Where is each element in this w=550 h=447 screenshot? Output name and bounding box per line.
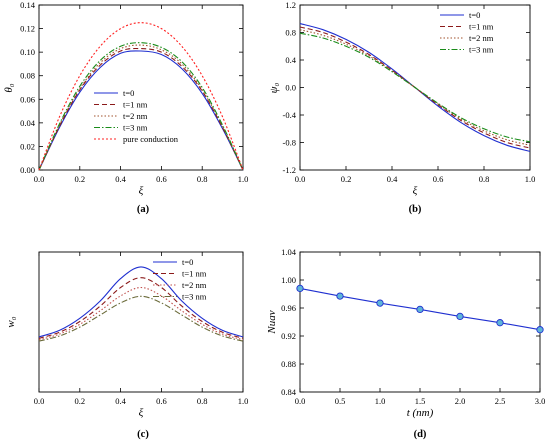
y-tick-label: 0.0	[285, 83, 296, 93]
panel-label: (a)	[137, 204, 150, 215]
legend-label: t=2 nm	[469, 33, 494, 43]
data-point	[416, 305, 424, 314]
x-tick-label: 0.0	[295, 174, 306, 184]
plot-frame	[299, 251, 541, 393]
y-tick-label: 0.04	[20, 118, 36, 128]
legend-label: t=0	[123, 88, 134, 98]
series-line-1	[38, 50, 244, 171]
x-tick-label: 0.6	[156, 174, 167, 184]
series-line-2	[38, 277, 244, 339]
y-tick-label: 0.4	[285, 55, 296, 65]
chart-panel-2: 0.0 0.2 0.4 0.6 0.8 1.0 -1.2 -0.8 -0.4 0.0 0.4 0.8 1…	[268, 0, 535, 215]
x-tick-label: 1.0	[375, 396, 386, 406]
plot-frame	[38, 251, 244, 393]
legend-label: t=0	[182, 257, 193, 267]
legend-label: t=2 nm	[123, 111, 148, 121]
y-tick-label: -0.4	[283, 110, 297, 120]
data-point	[536, 326, 544, 334]
y-tick-label: 1.2	[285, 0, 296, 10]
series-line-4	[38, 42, 244, 171]
x-tick-label: 0.2	[74, 396, 85, 406]
series-line-3	[38, 44, 244, 171]
y-tick-label: -0.8	[283, 138, 296, 148]
x-tick-label: 0.2	[74, 174, 85, 184]
x-tick-label: 0.4	[115, 396, 126, 406]
y-axis-label: θ₀	[3, 83, 15, 92]
legend-label: t=1 nm	[182, 269, 207, 279]
x-tick-label: 3.0	[535, 396, 546, 406]
x-tick-label: 0.8	[197, 396, 208, 406]
series-line-3	[38, 286, 244, 341]
panel-label: (c)	[137, 429, 149, 440]
x-tick-label: 1.0	[525, 174, 536, 184]
y-axis-label: Nuav	[266, 310, 278, 334]
series-line-4	[299, 32, 531, 143]
x-tick-label: 1.0	[238, 174, 249, 184]
x-tick-label: 0.6	[156, 396, 167, 406]
x-tick-label: 1.0	[238, 396, 249, 406]
panel-label: (d)	[414, 429, 427, 440]
y-axis-label: w₀	[5, 316, 17, 327]
x-tick-label: 1.5	[415, 396, 426, 406]
x-tick-label: 0.0	[34, 174, 45, 184]
x-tick-label: 0.8	[479, 174, 490, 184]
y-tick-label: 0.02	[20, 141, 35, 151]
data-point	[376, 299, 384, 307]
y-tick-label: 0.10	[20, 47, 35, 57]
chart-panel-4: 0.0 0.5 1.0 1.5 2.0 2.5 3.0 0.84 0.88 0.92 0.96 1.0…	[266, 247, 545, 440]
x-axis-label: ξ	[413, 185, 418, 197]
x-tick-label: 0.2	[341, 174, 352, 184]
legend-label: t=2 nm	[182, 280, 207, 290]
data-point	[296, 284, 304, 293]
y-tick-label: 1.04	[281, 247, 297, 257]
y-tick-label: 0.08	[20, 71, 35, 81]
y-tick-label: 0.12	[20, 24, 35, 34]
x-axis-label: ξ	[139, 407, 144, 419]
y-tick-label: 0.8	[285, 28, 296, 38]
data-point	[336, 292, 344, 300]
series-line-2	[38, 47, 244, 171]
legend-label: t=1 nm	[123, 100, 148, 110]
x-tick-label: 0.4	[387, 174, 398, 184]
y-tick-label: -1.2	[283, 165, 296, 175]
y-axis-label: ψ₀	[268, 82, 280, 93]
y-tick-label: 0.06	[20, 94, 35, 104]
legend-label: t=3 nm	[469, 45, 494, 55]
x-tick-label: 0.8	[197, 174, 208, 184]
y-tick-label: 0.96	[281, 303, 296, 313]
x-tick-label: 0.0	[34, 396, 45, 406]
legend-label: t=0	[469, 10, 480, 20]
y-tick-label: 0.14	[20, 0, 36, 10]
x-tick-label: 0.0	[295, 396, 306, 406]
data-point	[496, 319, 504, 327]
x-tick-label: 2.0	[455, 396, 466, 406]
data-point	[456, 312, 464, 321]
legend-label: t=3 nm	[123, 123, 148, 133]
x-axis-label: t (nm)	[407, 407, 434, 419]
legend-label: t=3 nm	[182, 292, 207, 302]
plot-frame	[38, 4, 244, 171]
series-line-5	[38, 22, 244, 171]
x-tick-label: 2.5	[495, 396, 506, 406]
y-tick-label: 0.84	[281, 387, 297, 397]
x-tick-label: 0.5	[335, 396, 346, 406]
y-tick-label: 0.00	[20, 165, 35, 175]
series-line-1	[38, 266, 244, 338]
legend: t=0 t=1 nmt=2 nm t=3 nm	[153, 257, 207, 302]
x-axis-label: ξ	[139, 185, 144, 197]
y-tick-label: 0.92	[281, 331, 296, 341]
legend-label: t=1 nm	[469, 22, 494, 32]
x-tick-label: 0.4	[115, 174, 126, 184]
x-tick-label: 0.6	[433, 174, 444, 184]
y-tick-label: 0.88	[281, 359, 296, 369]
legend-label: pure conduction	[123, 134, 179, 144]
legend: t=0 t=1 nmt=2 nm t=3 nm	[440, 10, 494, 55]
y-tick-label: 1.00	[281, 275, 296, 285]
series-line-4	[38, 295, 244, 342]
panel-label: (b)	[409, 204, 422, 215]
chart-panel-1: 0.0 0.2 0.4 0.6 0.8 1.0 0.00 0.02 0.04 0.06 0.08 0.…	[3, 0, 248, 215]
